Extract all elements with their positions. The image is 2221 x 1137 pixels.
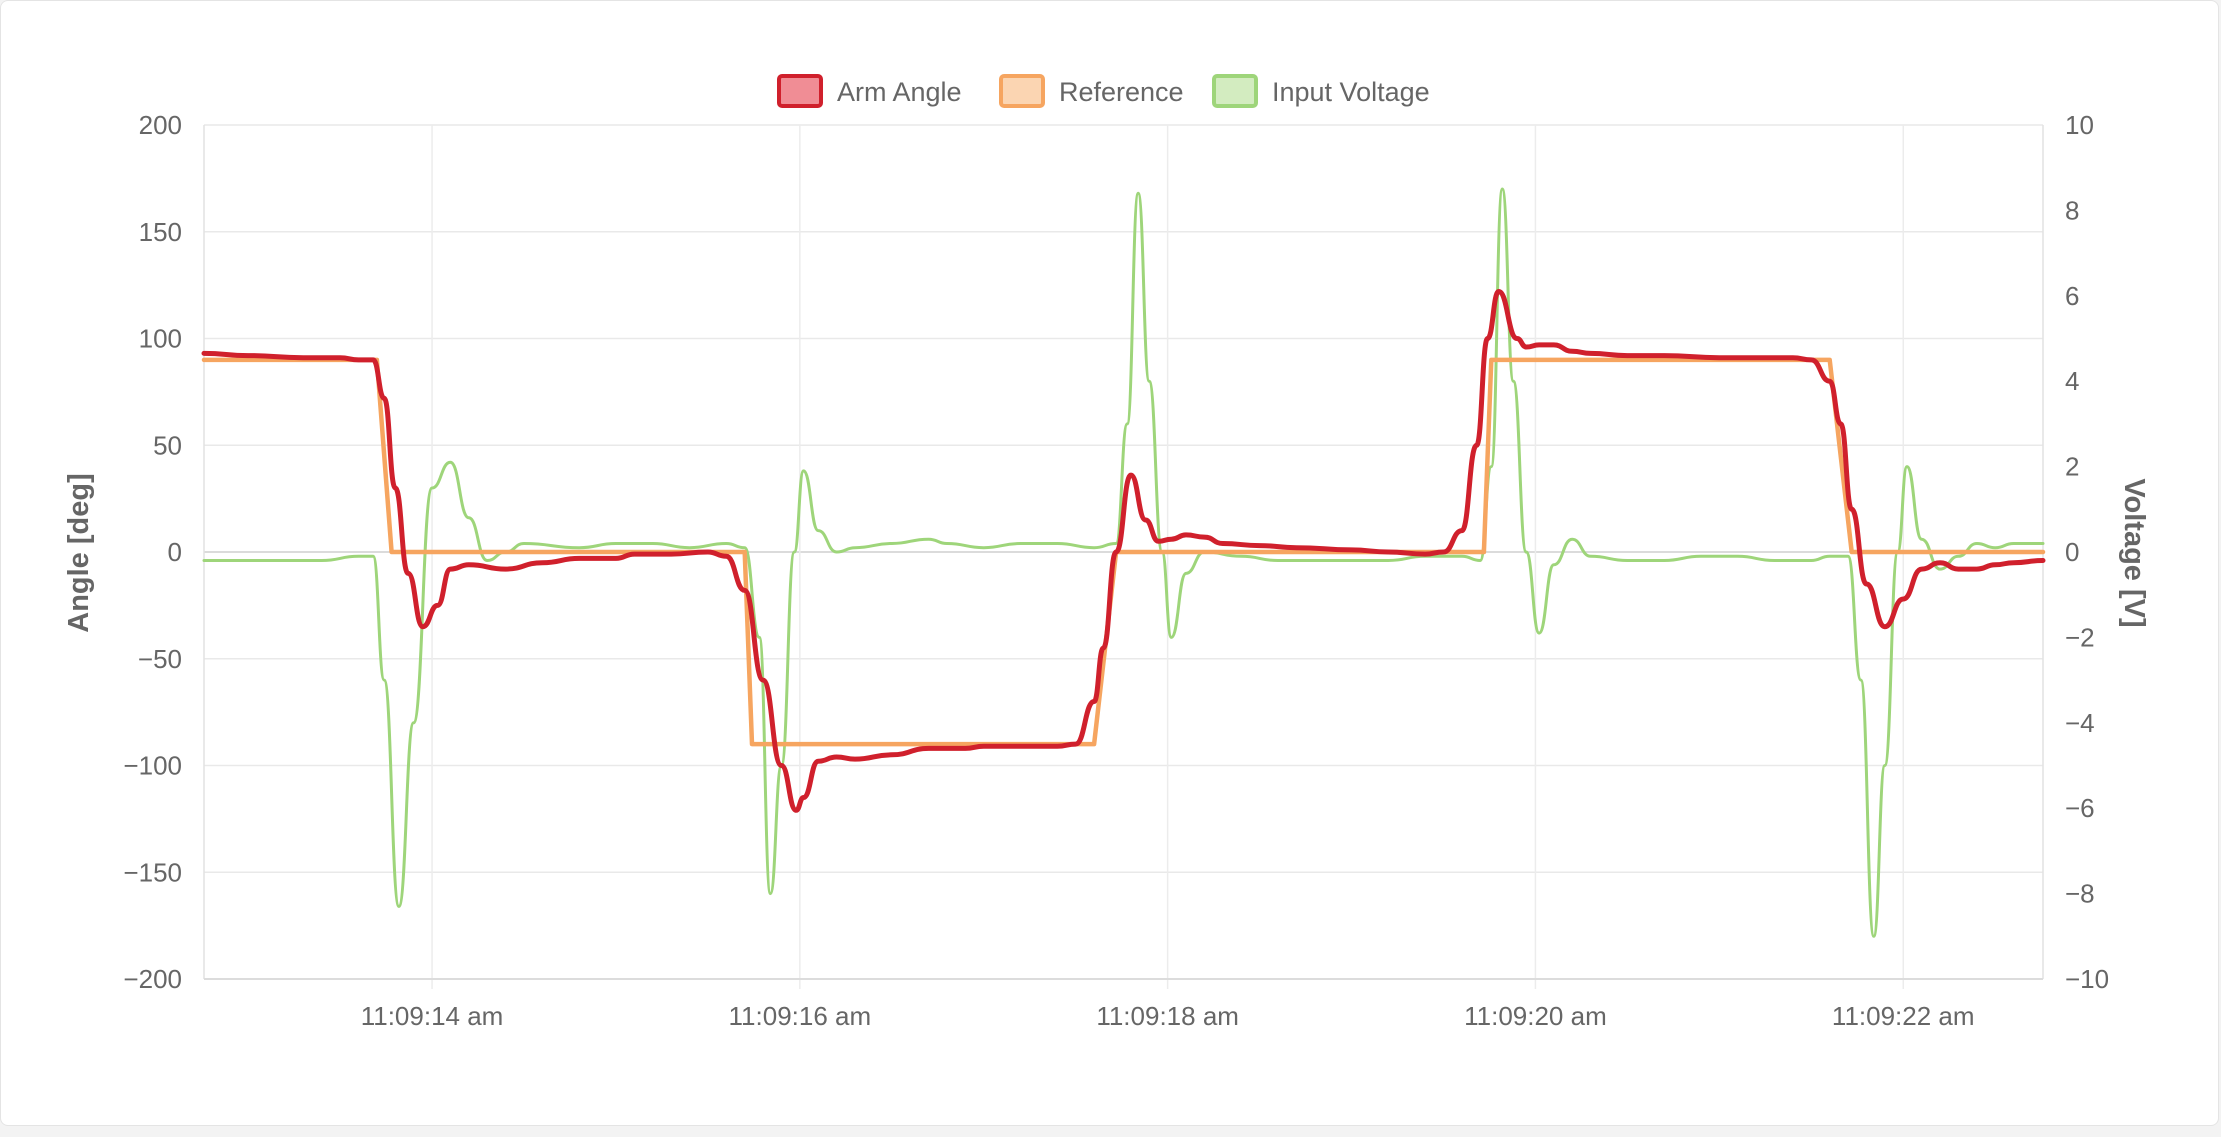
y-right-tick-label: −6 <box>2065 793 2095 823</box>
x-tick-label: 11:09:20 am <box>1464 1001 1607 1031</box>
y-left-tick-labels: −200 −150 −100 −50 0 50 100 150 200 <box>123 110 182 994</box>
y-left-tick-label: −100 <box>123 751 182 781</box>
y-right-tick-label: 8 <box>2065 195 2079 225</box>
y-right-tick-label: −4 <box>2065 708 2095 738</box>
x-tick-label: 11:09:16 am <box>729 1001 872 1031</box>
y-left-tick-label: 50 <box>153 430 182 460</box>
series-line-arm-angle <box>201 289 2046 813</box>
legend: Arm Angle Reference Input Voltage <box>777 74 1430 108</box>
y-right-tick-label: −10 <box>2065 964 2109 994</box>
y-right-tick-label: 4 <box>2065 366 2079 396</box>
y-left-tick-label: 100 <box>139 324 182 354</box>
legend-swatch <box>1212 74 1258 108</box>
y-right-tick-label: −2 <box>2065 622 2095 652</box>
y-right-axis-title: Voltage [V] <box>2118 478 2150 627</box>
y-left-axis-title: Angle [deg] <box>63 473 95 633</box>
y-left-tick-label: −150 <box>123 857 182 887</box>
y-right-tick-labels: −10 −8 −6 −4 −2 0 2 4 6 8 10 <box>2065 110 2109 994</box>
y-right-tick-label: 10 <box>2065 110 2094 140</box>
legend-item-input-voltage[interactable]: Input Voltage <box>1212 74 1430 108</box>
y-left-tick-label: 150 <box>139 217 182 247</box>
legend-swatch <box>999 74 1045 108</box>
x-tick-label: 11:09:22 am <box>1832 1001 1975 1031</box>
legend-swatch <box>777 74 823 108</box>
y-right-tick-label: −8 <box>2065 879 2095 909</box>
grid-lines <box>203 124 2044 989</box>
legend-label: Input Voltage <box>1272 77 1430 107</box>
x-tick-labels: 11:09:14 am 11:09:16 am 11:09:18 am 11:09:2… <box>361 1001 1975 1031</box>
series-lines <box>201 187 2046 938</box>
x-tick-label: 11:09:18 am <box>1096 1001 1239 1031</box>
y-right-tick-label: 0 <box>2065 537 2079 567</box>
y-right-tick-label: 6 <box>2065 281 2079 311</box>
legend-item-arm-angle[interactable]: Arm Angle <box>777 74 962 108</box>
legend-item-reference[interactable]: Reference <box>999 74 1184 108</box>
y-right-tick-label: 2 <box>2065 452 2079 482</box>
y-left-tick-label: −50 <box>138 644 182 674</box>
series-line-input-voltage <box>202 187 2045 938</box>
y-left-tick-label: 0 <box>168 537 182 567</box>
legend-label: Arm Angle <box>837 77 962 107</box>
y-left-tick-label: 200 <box>139 110 182 140</box>
legend-label: Reference <box>1059 77 1184 107</box>
y-left-tick-label: −200 <box>123 964 182 994</box>
x-tick-label: 11:09:14 am <box>361 1001 504 1031</box>
